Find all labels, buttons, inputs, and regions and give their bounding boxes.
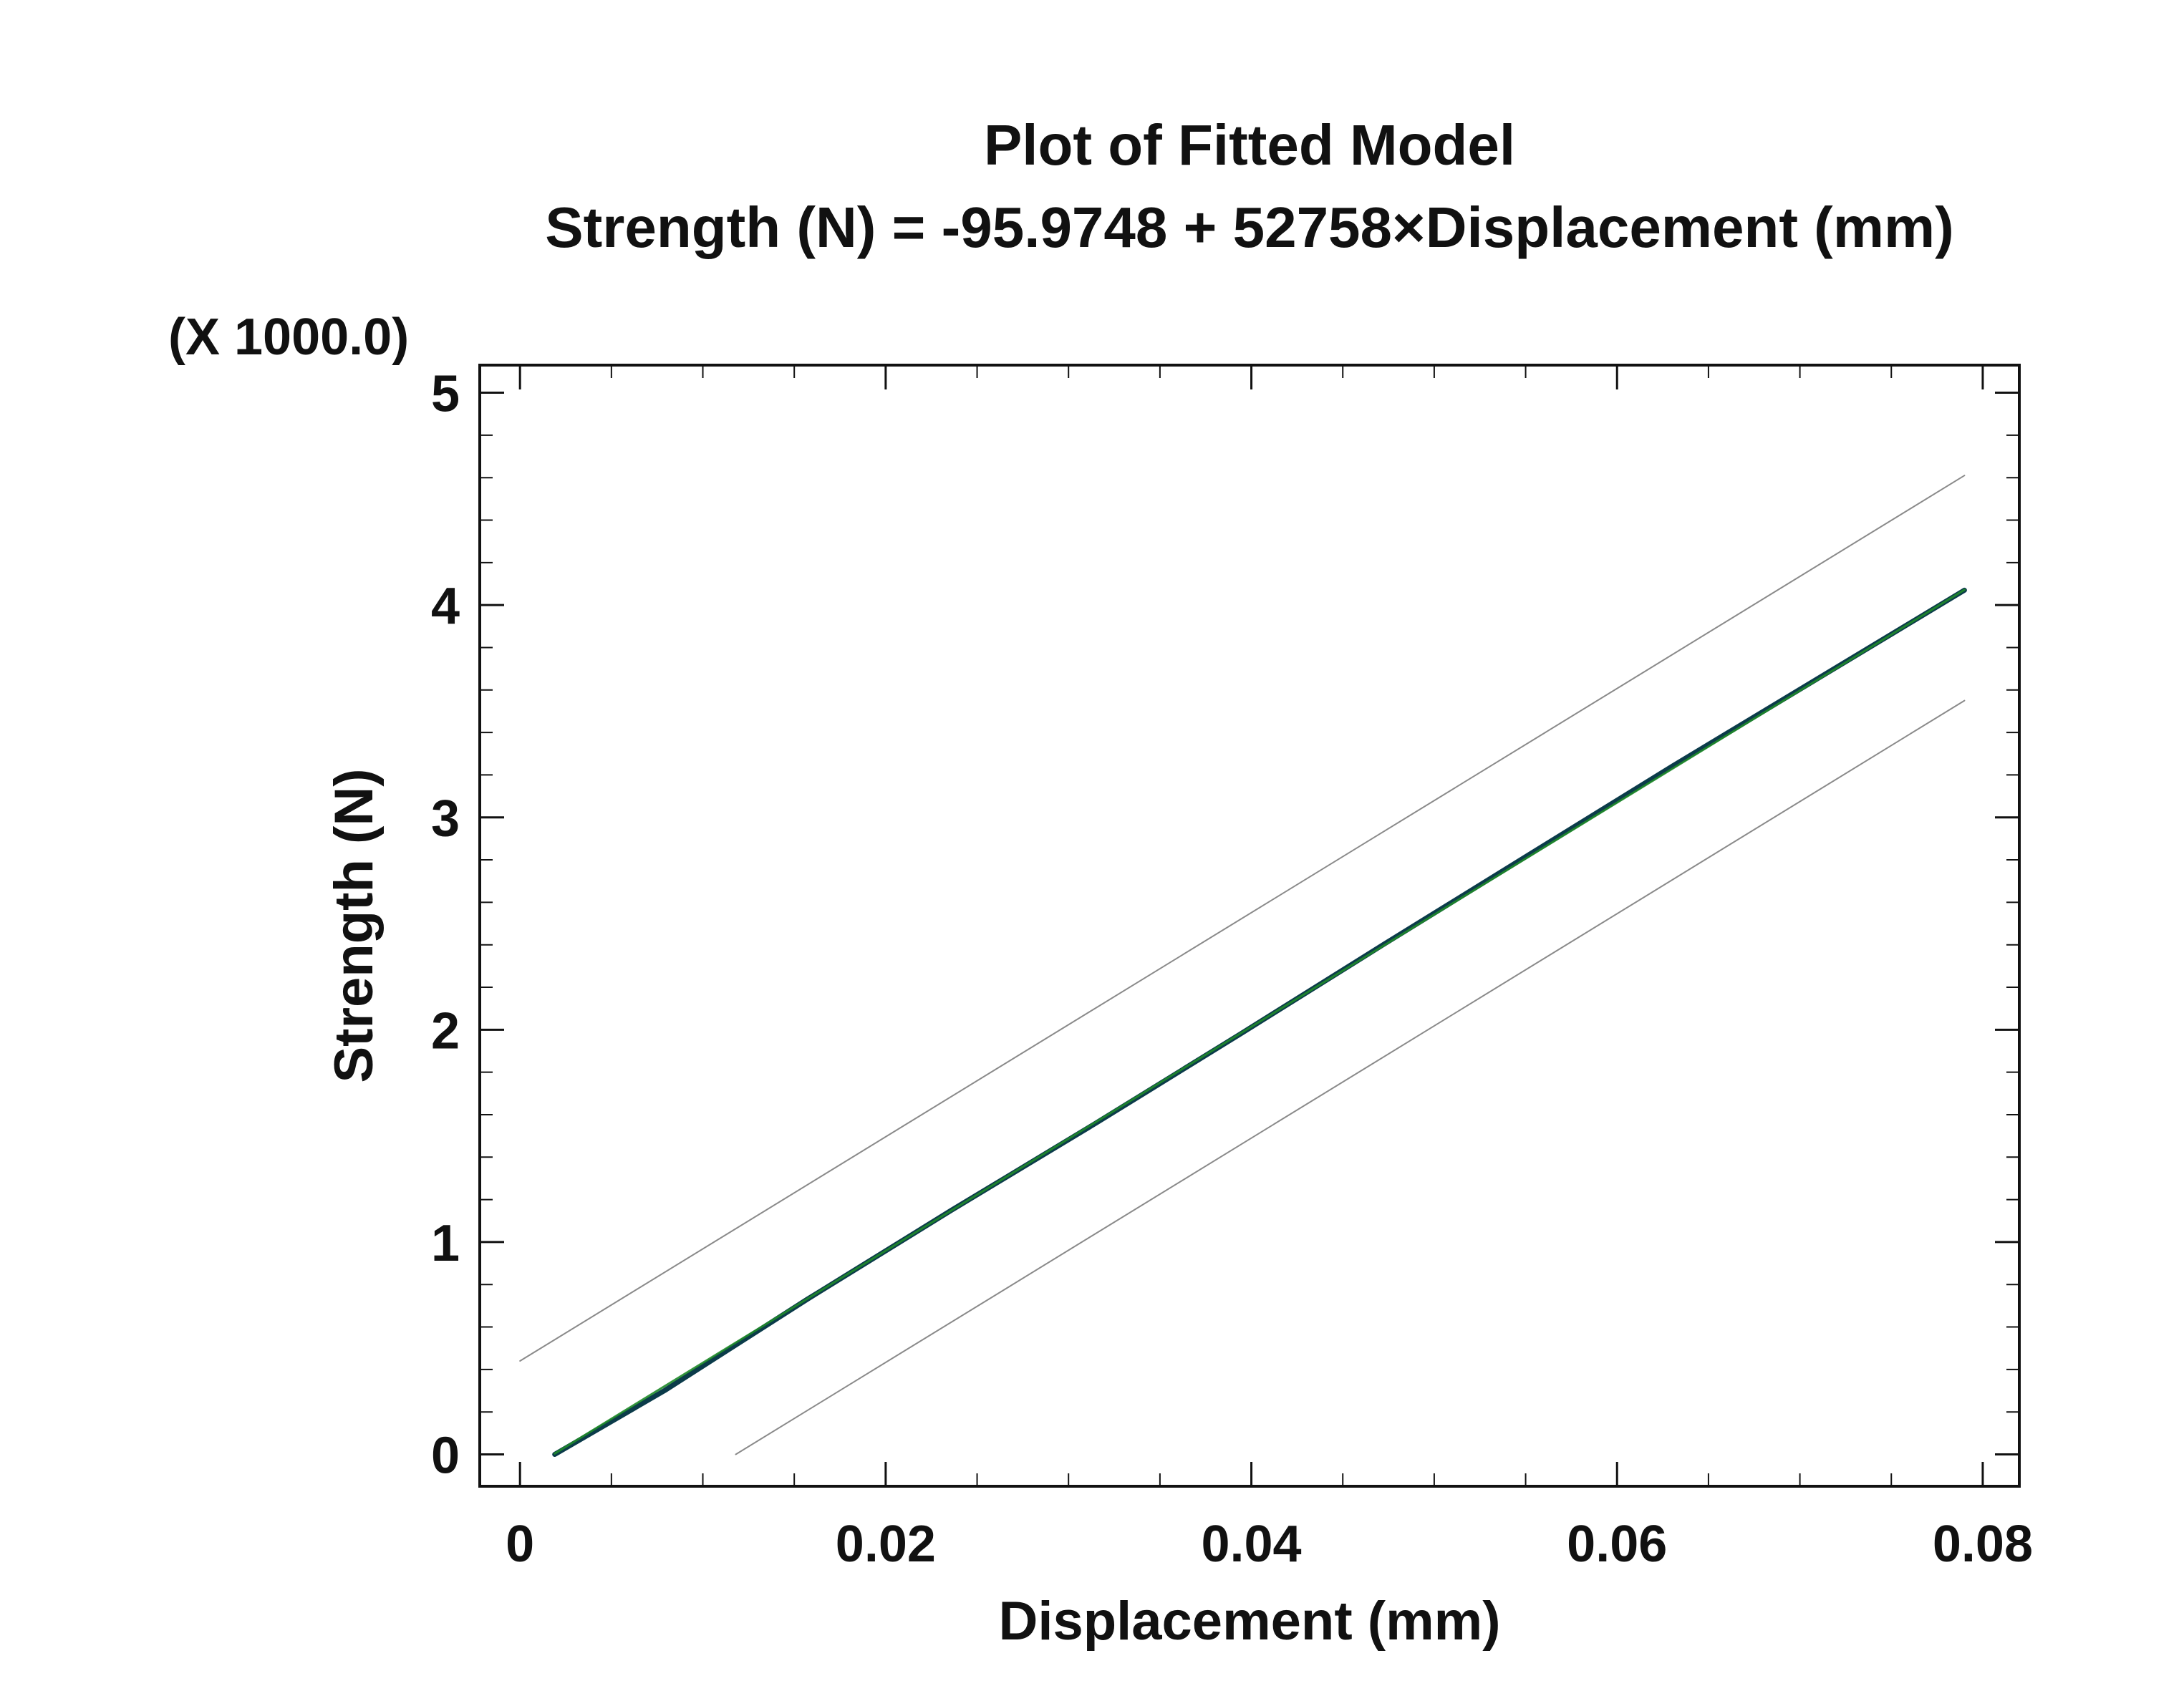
series-layer — [519, 475, 1967, 1457]
y-tick-label: 3 — [431, 790, 460, 848]
y-tick-label: 1 — [431, 1215, 460, 1272]
x-tick-label: 0.08 — [1933, 1516, 2033, 1573]
x-axis-ticks: 0 0.02 0.04 0.06 0.08 — [506, 365, 2033, 1573]
y-tick-label: 5 — [431, 366, 460, 423]
y-axis-ticks: 0 1 2 3 4 5 — [431, 366, 2019, 1485]
x-tick-label: 0.04 — [1201, 1516, 1301, 1573]
y-tick-label: 4 — [431, 578, 460, 635]
plot-area-frame — [478, 364, 2021, 1488]
x-axis-title: Displacement (mm) — [998, 1591, 1500, 1652]
chart-subtitle: Strength (N) = -95.9748 + 52758×Displace… — [545, 195, 1953, 259]
y-minor-ticks — [480, 434, 2019, 1413]
y-tick-label: 0 — [431, 1428, 460, 1485]
x-tick-label: 0.02 — [836, 1516, 936, 1573]
chart-title: Plot of Fitted Model — [984, 113, 1515, 177]
upper-prediction-limit-line — [519, 475, 1966, 1362]
y-tick-label: 2 — [431, 1002, 460, 1060]
y-axis-title: Strength (N) — [324, 768, 385, 1082]
x-tick-label: 0 — [506, 1516, 534, 1573]
x-tick-label: 0.06 — [1567, 1516, 1667, 1573]
lower-prediction-limit-line — [735, 699, 1966, 1455]
x-minor-ticks — [610, 365, 1893, 1486]
y-multiplier-label: (X 1000.0) — [168, 309, 409, 366]
fitted-line — [554, 588, 1966, 1455]
